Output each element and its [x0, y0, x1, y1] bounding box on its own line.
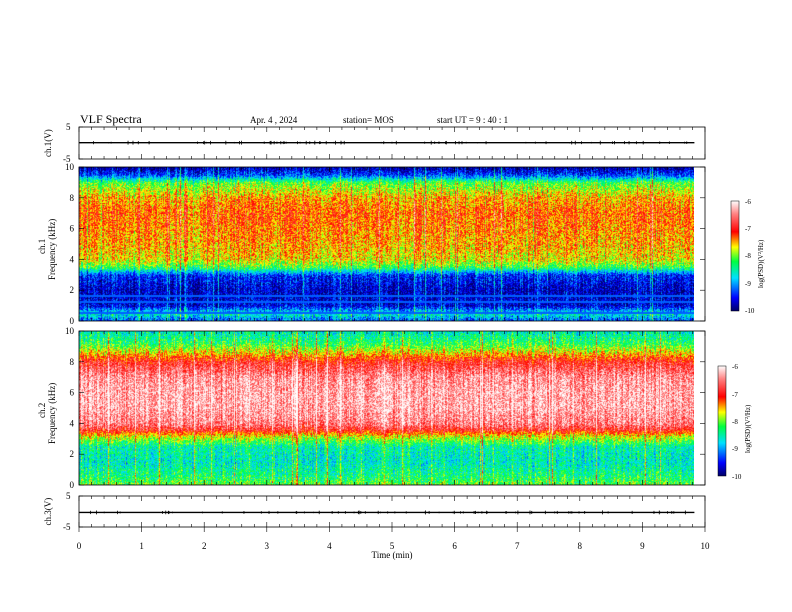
time-tick-8: 8 — [578, 541, 583, 551]
ch1-colorbar-tick-2: -8 — [745, 252, 751, 260]
spec2-ytick-4: 8 — [70, 357, 75, 367]
ch1-colorbar-tick-0: -6 — [745, 198, 751, 206]
time-tick-10: 10 — [701, 541, 711, 551]
spec1-ytick-1: 2 — [70, 285, 75, 295]
spec2-ytick-3: 6 — [70, 388, 75, 398]
ch2-colorbar-tick-4: -10 — [732, 473, 742, 481]
ch2-colorbar-gradient — [717, 365, 727, 477]
ch3-ytick-bottom: -5 — [63, 522, 71, 532]
spec1-psd-raster — [79, 167, 694, 321]
ch1-colorbar-label: log(PSD)(V²/Hz) — [757, 239, 765, 288]
spec2-ytick-0: 0 — [70, 480, 75, 490]
time-tick-9: 9 — [640, 541, 645, 551]
ch2-colorbar-label: log(PSD)(V²/Hz) — [744, 404, 752, 453]
spec2-ytick-5: 10 — [65, 326, 75, 336]
spec2-ytick-1: 2 — [70, 449, 75, 459]
ch1-waveform-panel: 5 -5 ch.1(V) — [43, 122, 706, 164]
time-tick-1: 1 — [139, 541, 144, 551]
ch3-ytick-top: 5 — [66, 491, 71, 501]
time-tick-2: 2 — [202, 541, 207, 551]
spec1-ytick-3: 6 — [70, 224, 75, 234]
ch2-colorbar-tick-2: -8 — [732, 418, 738, 426]
ch1-colorbar-tick-3: -9 — [745, 280, 751, 288]
spec1-ytick-5: 10 — [65, 162, 75, 172]
spec2-ylabel-frequency: Frequency (kHz) — [47, 383, 57, 444]
ch3-waveform-panel: 5 -5 ch.3(V) — [43, 491, 706, 532]
spec1-ytick-0: 0 — [70, 316, 75, 326]
time-tick-5: 5 — [390, 541, 395, 551]
spec1-ylabel-channel: ch.1 — [37, 239, 47, 254]
spec1-ytick-4: 8 — [70, 193, 75, 203]
spec2-ylabel-channel: ch.2 — [37, 403, 47, 418]
figure-title: VLF Spectra — [80, 112, 142, 126]
spec1-ylabel-frequency: Frequency (kHz) — [47, 219, 57, 280]
ch1-colorbar-gradient — [730, 200, 740, 312]
ch1-ylabel: ch.1(V) — [43, 129, 53, 157]
time-tick-3: 3 — [265, 541, 270, 551]
ch1-colorbar: -6 -7 -8 -9 -10 log(PSD)(V²/Hz) — [730, 198, 765, 315]
ch2-colorbar-tick-1: -7 — [732, 391, 738, 399]
ch1-ytick-top: 5 — [66, 122, 71, 132]
ch2-colorbar: -6 -7 -8 -9 -10 log(PSD)(V²/Hz) — [717, 363, 752, 481]
spec2-ytick-2: 4 — [70, 418, 75, 428]
time-tick-7: 7 — [515, 541, 520, 551]
time-axis-label: Time (min) — [372, 550, 413, 560]
time-tick-4: 4 — [327, 541, 332, 551]
date-label: Apr. 4 , 2024 — [250, 115, 298, 125]
time-tick-0: 0 — [77, 541, 82, 551]
ch1-ytick-bottom: -5 — [63, 154, 71, 164]
ch1-colorbar-tick-1: -7 — [745, 225, 751, 233]
spec2-psd-raster — [79, 331, 694, 485]
time-tick-6: 6 — [452, 541, 457, 551]
ch2-colorbar-tick-3: -9 — [732, 445, 738, 453]
ch2-colorbar-tick-0: -6 — [732, 363, 738, 371]
start-time-label: start UT = 9 : 40 : 1 — [437, 115, 508, 125]
ch1-spectrogram-panel: 0 2 4 6 8 10 ch.1 Frequency (kHz) — [37, 162, 706, 326]
spec1-ytick-2: 4 — [70, 254, 75, 264]
station-label: station= MOS — [343, 115, 394, 125]
time-axis: 0 1 2 3 4 5 6 7 8 9 10 Time (min) — [77, 527, 710, 560]
ch2-spectrogram-panel: 0 2 4 6 8 10 ch.2 Frequency (kHz) — [37, 326, 706, 490]
ch3-ylabel: ch.3(V) — [43, 498, 53, 526]
ch1-colorbar-tick-4: -10 — [745, 307, 755, 315]
